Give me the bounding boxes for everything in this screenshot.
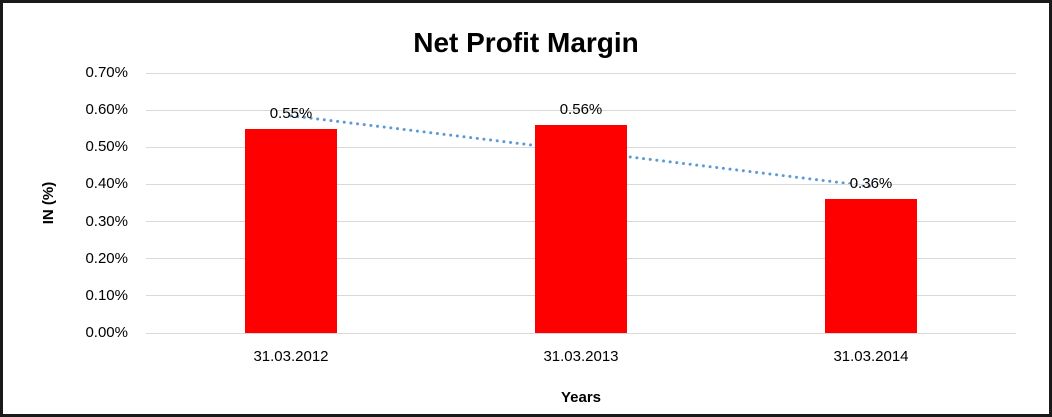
bar-data-label: 0.55% (269, 104, 313, 122)
x-axis-tick-label: 31.03.2012 (253, 348, 329, 365)
x-axis-tick-label: 31.03.2013 (543, 348, 619, 365)
y-axis-tick-label: 0.00% (85, 324, 128, 341)
bar-data-label: 0.36% (849, 175, 893, 193)
y-axis-tick-label: 0.30% (85, 212, 128, 230)
chart-title: Net Profit Margin (413, 27, 639, 58)
y-axis-tick-label: 0.50% (85, 138, 128, 156)
bar-31.03.2014 (825, 199, 917, 333)
bar-31.03.2013 (535, 125, 627, 333)
gridline (146, 109, 1016, 111)
y-axis-tick-label: 0.60% (85, 101, 128, 119)
bar-data-label: 0.56% (559, 101, 603, 118)
x-axis-title: Years (560, 389, 602, 406)
bar-31.03.2012 (245, 128, 337, 333)
x-axis-tick-label: 31.03.2014 (833, 348, 909, 365)
gridline (146, 332, 1016, 334)
y-axis-title: IN (%) (40, 181, 57, 225)
y-axis-tick-label: 0.20% (85, 249, 128, 267)
y-axis-tick-label: 0.70% (85, 64, 128, 81)
y-axis-tick-label: 0.40% (85, 175, 128, 193)
gridline (146, 72, 1016, 74)
y-axis-tick-label: 0.10% (85, 286, 128, 304)
